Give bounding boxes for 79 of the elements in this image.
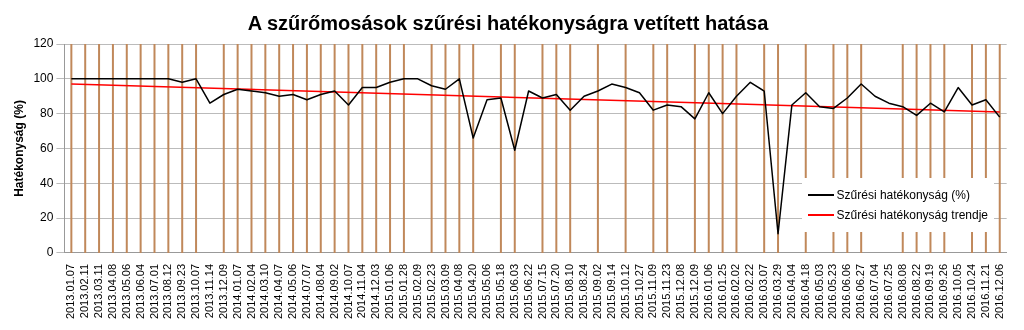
x-tick-label: 2016.04.04 <box>784 263 797 320</box>
x-tick-label: 2016.02.02 <box>729 263 742 320</box>
x-tick-label: 2016.06.06 <box>840 263 853 320</box>
x-tick-label: 2013.12.09 <box>216 263 229 320</box>
legend-label: Szűrési hatékonyság trendje <box>836 208 988 222</box>
x-tick-label: 2013.09.23 <box>175 263 188 320</box>
x-tick-label: 2013.02.11 <box>78 263 91 319</box>
x-tick-label: 2015.06.22 <box>521 263 534 320</box>
x-tick-label: 2014.12.03 <box>369 263 382 320</box>
x-tick-label: 2016.05.23 <box>826 263 839 320</box>
chart-title: A szűrőmosások szűrési hatékonyságra vetített hatása <box>247 11 770 34</box>
x-tick-label: 2015.08.10 <box>563 263 576 320</box>
y-tick-label: 0 <box>46 245 54 260</box>
x-tick-label: 2014.10.07 <box>341 263 354 320</box>
x-tick-label: 2014.11.04 <box>355 263 368 319</box>
x-tick-label: 2015.10.12 <box>618 263 631 320</box>
x-tick-label: 2016.01.06 <box>701 263 714 320</box>
x-tick-label: 2015.04.20 <box>466 263 479 320</box>
x-tick-label: 2016.04.18 <box>798 263 811 320</box>
x-tick-label: 2013.10.07 <box>189 263 202 320</box>
x-tick-label: 2015.05.06 <box>480 263 493 320</box>
x-tick-label: 2015.05.18 <box>493 263 506 320</box>
x-tick-label: 2015.03.09 <box>438 263 451 320</box>
x-tick-label: 2016.12.06 <box>992 263 1005 320</box>
x-tick-label: 2013.04.08 <box>105 263 118 320</box>
x-tick-label: 2014.01.07 <box>230 263 243 320</box>
x-tick-label: 2013.07.01 <box>147 263 160 320</box>
x-tick-label: 2016.08.08 <box>895 263 908 320</box>
y-tick-label: 100 <box>33 71 54 86</box>
x-tick-label: 2016.09.19 <box>923 263 936 320</box>
x-tick-label: 2016.02.22 <box>743 263 756 320</box>
y-tick-label: 120 <box>33 36 54 51</box>
x-tick-label: 2016.06.27 <box>854 263 867 320</box>
x-tick-label: 2015.12.09 <box>687 263 700 320</box>
x-tick-label: 2016.07.25 <box>881 263 894 320</box>
x-tick-label: 2013.01.07 <box>64 263 77 320</box>
x-tick-label: 2013.03.11 <box>92 263 105 319</box>
x-tick-label: 2015.01.06 <box>383 263 396 320</box>
x-tick-label: 2016.03.07 <box>757 263 770 320</box>
x-tick-label: 2014.07.07 <box>299 263 312 320</box>
x-tick-label: 2014.05.06 <box>286 263 299 320</box>
x-tick-label: 2015.12.08 <box>674 263 687 320</box>
y-tick-label: 40 <box>40 175 54 190</box>
x-tick-label: 2014.03.10 <box>258 263 271 320</box>
x-tick-label: 2015.10.27 <box>632 263 645 320</box>
x-tick-label: 2016.08.22 <box>909 263 922 320</box>
x-tick-label: 2013.06.04 <box>133 263 146 320</box>
x-tick-label: 2014.08.04 <box>313 263 326 320</box>
x-tick-label: 2014.09.02 <box>327 263 340 320</box>
x-tick-label: 2014.04.07 <box>272 263 285 320</box>
y-axis-title: Hatékonyság (%) <box>11 100 26 197</box>
x-tick-label: 2014.02.04 <box>244 263 257 320</box>
x-tick-label: 2016.01.25 <box>715 263 728 320</box>
x-tick-label: 2015.09.02 <box>590 263 603 320</box>
x-tick-label: 2016.10.24 <box>965 263 978 320</box>
x-tick-label: 2016.11.21 <box>978 263 991 319</box>
x-tick-label: 2015.08.24 <box>577 263 590 320</box>
x-tick-label: 2015.09.14 <box>604 263 617 320</box>
x-tick-label: 2016.05.03 <box>812 263 825 320</box>
x-tick-label: 2015.01.28 <box>396 263 409 320</box>
x-tick-label: 2015.11.09 <box>646 263 659 319</box>
x-tick-label: 2016.07.04 <box>868 263 881 320</box>
x-tick-label: 2016.09.26 <box>937 263 950 320</box>
x-tick-label: 2013.08.12 <box>161 263 174 320</box>
legend-label: Szűrési hatékonyság (%) <box>836 188 970 202</box>
x-tick-label: 2015.11.23 <box>660 263 673 319</box>
x-tick-label: 2016.03.29 <box>771 263 784 320</box>
x-tick-label: 2015.07.15 <box>535 263 548 320</box>
x-tick-label: 2013.11.14 <box>202 263 215 319</box>
y-tick-label: 20 <box>40 210 54 225</box>
x-tick-label: 2016.10.05 <box>951 263 964 320</box>
x-tick-label: 2015.07.20 <box>549 263 562 320</box>
x-tick-label: 2015.06.03 <box>507 263 520 320</box>
y-tick-label: 80 <box>40 105 54 120</box>
y-tick-label: 60 <box>40 140 54 155</box>
x-tick-label: 2015.04.08 <box>452 263 465 320</box>
x-tick-label: 2015.02.23 <box>424 263 437 320</box>
x-tick-label: 2015.02.09 <box>410 263 423 320</box>
x-tick-label: 2013.05.06 <box>119 263 132 320</box>
